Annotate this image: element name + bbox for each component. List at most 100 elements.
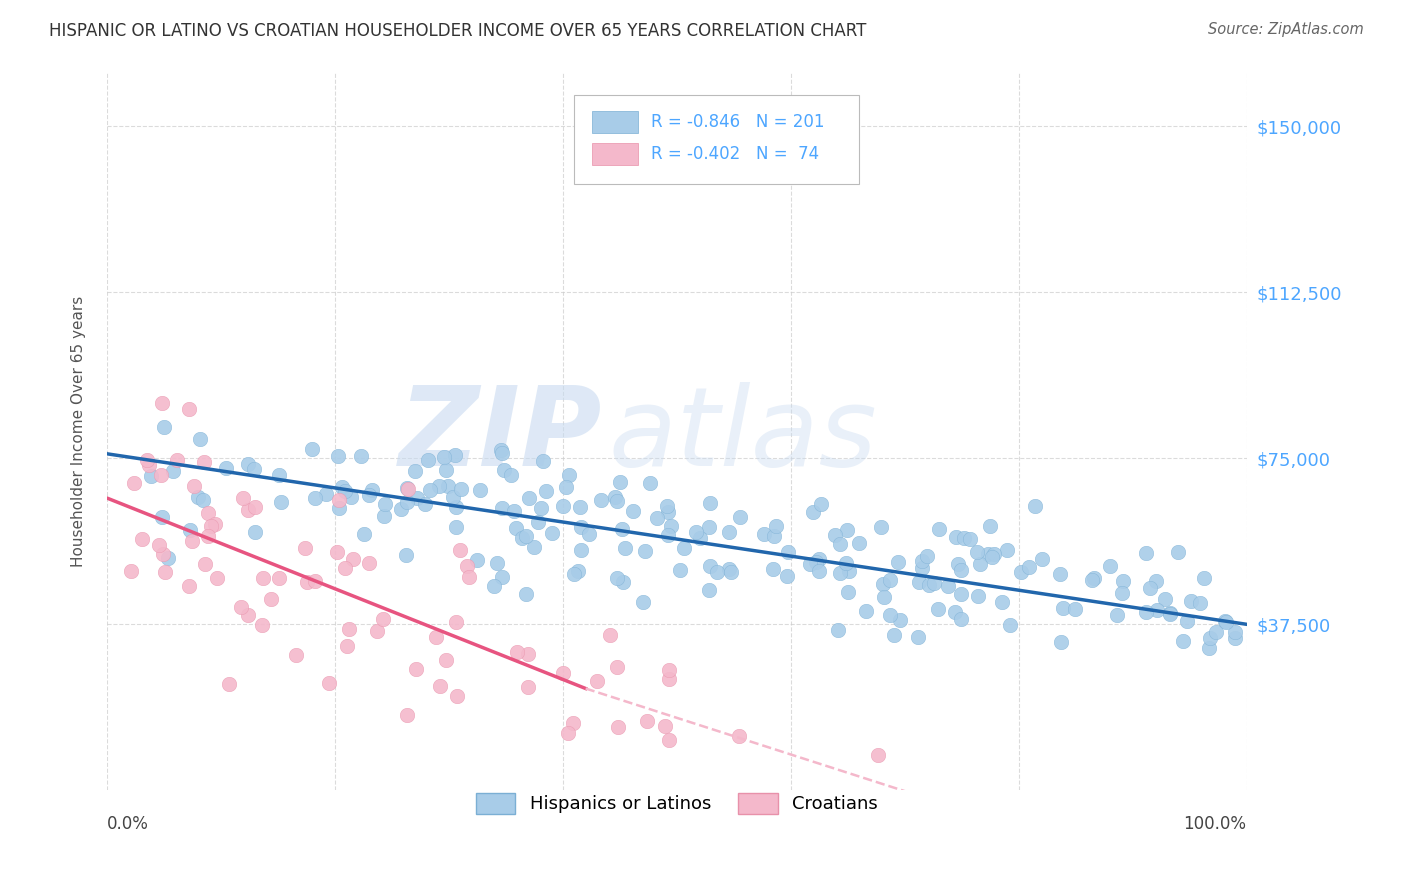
Point [967, 589, 990, 603]
Point [1180, 593, 1202, 607]
Point [236, 607, 259, 622]
Point [1080, 574, 1102, 588]
Point [236, 457, 259, 471]
Point [728, 510, 751, 524]
Point [326, 545, 349, 559]
Point [395, 495, 418, 509]
Point [1024, 499, 1046, 513]
Point [606, 660, 628, 674]
Point [928, 523, 950, 537]
Point [654, 719, 676, 733]
Point [413, 497, 436, 511]
Point [557, 726, 579, 740]
Point [328, 493, 350, 508]
Point [828, 537, 851, 551]
Point [150, 510, 173, 524]
Point [553, 499, 575, 513]
Point [657, 505, 679, 519]
Point [353, 527, 375, 541]
Point [179, 579, 201, 593]
Point [333, 561, 356, 575]
Point [232, 491, 254, 506]
Point [136, 453, 159, 467]
Text: 0.0%: 0.0% [107, 815, 149, 833]
Point [188, 432, 211, 446]
Point [1050, 635, 1073, 649]
Point [943, 605, 966, 619]
Point [706, 565, 728, 579]
Point [342, 552, 364, 566]
Point [645, 511, 668, 525]
Point [441, 491, 464, 505]
Point [541, 525, 564, 540]
Point [810, 497, 832, 511]
Point [950, 587, 973, 601]
Point [1135, 605, 1157, 619]
Point [830, 566, 852, 581]
Point [879, 607, 901, 622]
Point [406, 491, 429, 506]
Point [458, 569, 481, 583]
FancyBboxPatch shape [592, 111, 638, 133]
Point [404, 464, 426, 478]
Point [516, 680, 538, 694]
Point [568, 500, 591, 515]
Point [606, 493, 628, 508]
Point [267, 571, 290, 585]
Point [606, 571, 628, 585]
Point [612, 574, 634, 589]
Point [835, 523, 858, 537]
Point [429, 679, 451, 693]
Point [808, 564, 831, 578]
Point [697, 520, 720, 534]
Point [295, 575, 318, 590]
Point [531, 453, 554, 467]
Point [152, 420, 174, 434]
Point [1052, 601, 1074, 615]
Point [879, 574, 901, 588]
Point [207, 570, 229, 584]
Point [510, 531, 533, 545]
Point [657, 528, 679, 542]
Point [395, 549, 418, 563]
Point [637, 714, 659, 729]
Point [301, 442, 323, 456]
Point [153, 565, 176, 579]
Point [450, 482, 472, 496]
Text: Source: ZipAtlas.com: Source: ZipAtlas.com [1208, 22, 1364, 37]
Point [606, 720, 628, 734]
Point [569, 542, 592, 557]
Point [1188, 596, 1211, 610]
Point [1105, 608, 1128, 623]
Point [699, 495, 721, 509]
Point [1139, 581, 1161, 595]
Point [927, 602, 949, 616]
Point [564, 567, 586, 582]
Point [486, 556, 509, 570]
Point [294, 541, 316, 555]
Point [1010, 565, 1032, 579]
Text: R = -0.846   N = 201: R = -0.846 N = 201 [651, 112, 824, 131]
Point [953, 531, 976, 545]
Point [827, 623, 849, 637]
Point [285, 648, 308, 662]
Point [427, 479, 450, 493]
Point [434, 653, 457, 667]
Point [658, 732, 681, 747]
Point [631, 595, 654, 609]
Point [752, 527, 775, 541]
Point [162, 464, 184, 478]
Point [609, 475, 631, 489]
Point [340, 490, 363, 504]
Point [1215, 615, 1237, 629]
Point [870, 520, 893, 534]
Point [949, 612, 972, 626]
Point [506, 645, 529, 659]
Point [922, 576, 945, 591]
Point [658, 664, 681, 678]
Point [969, 557, 991, 571]
Point [131, 532, 153, 546]
Point [444, 519, 467, 533]
Point [139, 468, 162, 483]
Point [621, 504, 644, 518]
